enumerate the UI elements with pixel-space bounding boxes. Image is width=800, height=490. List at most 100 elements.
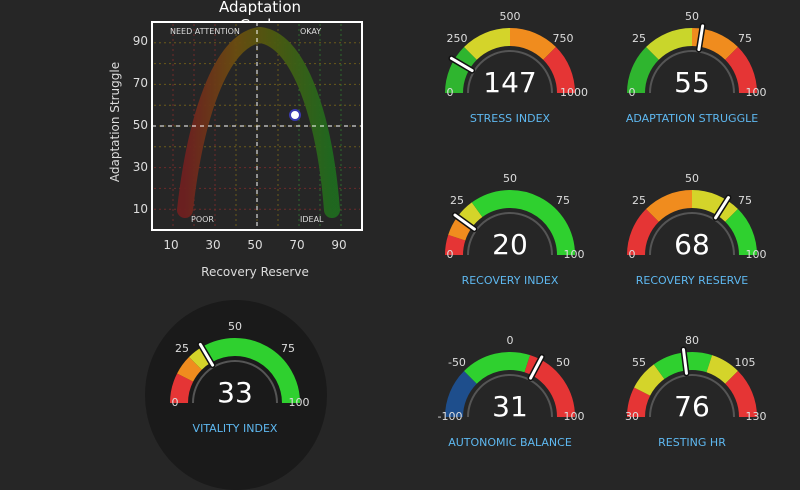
- gauge-band: [471, 190, 575, 256]
- quadrant-ideal: IDEAL: [300, 215, 324, 224]
- gauge-dial: [445, 28, 575, 94]
- y-tick-label: 10: [132, 202, 148, 216]
- gauge-value: 33: [217, 376, 253, 409]
- gauge-tick-label: 100: [563, 248, 585, 261]
- gauge-pointer: [198, 342, 215, 367]
- gauge-tick-label: 250: [446, 31, 468, 45]
- gauge-tick-label: 80: [685, 334, 699, 347]
- gauge-dial: [170, 338, 300, 404]
- x-tick-label: 70: [289, 238, 305, 252]
- gauge-recovery-reserve: 0 25 50 75 100 68 RECOVERY RESERVE: [617, 162, 767, 302]
- gauge-tick-label: 100: [745, 86, 767, 99]
- gauge-tick-label: 25: [174, 341, 189, 355]
- gauge-tick-label: 0: [171, 396, 179, 409]
- gauge-value: 68: [674, 228, 710, 261]
- gauge-tick-label: 75: [556, 193, 571, 207]
- gauge-pointer: [714, 196, 730, 220]
- adaptation-chart: Adaptation Cycle Adaptation Struggle Rec…: [100, 0, 420, 290]
- gauge-inner-rim: [192, 360, 278, 404]
- x-tick-label: 10: [163, 238, 179, 252]
- gauge-tick-label: 25: [631, 31, 646, 45]
- gauge-band: [509, 28, 556, 61]
- gauge-band: [691, 28, 738, 61]
- gauge-inner-rim: [467, 212, 553, 256]
- gauge-title: ADAPTATION STRUGGLE: [625, 112, 759, 125]
- gauge-tick-label: 100: [288, 396, 310, 409]
- quadrant-need-attention: NEED ATTENTION: [170, 27, 240, 36]
- gauge-tick-label: 50: [685, 10, 699, 23]
- gauge-pointer: [453, 213, 476, 231]
- gauge-tick-label: 0: [446, 86, 454, 99]
- gauge-tick-label: 50: [556, 355, 571, 369]
- gauge-value: 76: [674, 390, 710, 423]
- gauge-stress-index: 0 250 500 750 1000 147 STRESS INDEX: [435, 0, 588, 140]
- gauge-tick-label: 0: [628, 86, 636, 99]
- gauge-tick-label: 30: [625, 410, 639, 423]
- current-point: [289, 109, 301, 121]
- gauge-tick-label: 50: [503, 172, 517, 185]
- gauge-value: 55: [674, 66, 710, 99]
- gauge-adaptation-struggle: 0 25 50 75 100 55 ADAPTATION STRUGGLE: [617, 0, 767, 140]
- gauge-band: [724, 47, 757, 94]
- gauge-tick-label: 25: [631, 193, 646, 207]
- x-tick-label: 90: [331, 238, 347, 252]
- gauge-title: RECOVERY INDEX: [461, 274, 559, 287]
- gauge-band: [445, 47, 478, 94]
- gauge-band: [646, 190, 693, 223]
- gauge-tick-label: 100: [563, 410, 585, 423]
- gauge-tick-label: 100: [745, 248, 767, 261]
- gauge-band: [445, 371, 478, 418]
- quadrant-okay: OKAY: [300, 27, 322, 36]
- gauge-dial: [627, 190, 757, 256]
- gauge-band: [201, 338, 300, 404]
- gauge-value: 31: [492, 390, 528, 423]
- gauge-tick-label: 0: [506, 334, 514, 347]
- gauge-band: [177, 357, 202, 382]
- gauge-tick-label: 0: [446, 248, 454, 261]
- gauge-inner-rim: [467, 50, 553, 94]
- y-tick-label: 30: [132, 160, 148, 174]
- gauge-title: STRESS INDEX: [469, 112, 551, 125]
- gauge-tick-label: 25: [449, 193, 464, 207]
- gauge-inner-rim: [649, 374, 735, 418]
- gauge-vitality-index: 0 25 50 75 100 33 VITALITY INDEX: [160, 310, 310, 450]
- gauge-band: [706, 355, 738, 385]
- gauge-inner-rim: [467, 374, 553, 418]
- adaptation-arc: [177, 26, 340, 218]
- gauge-band: [542, 47, 575, 94]
- chart-plot: [151, 21, 363, 231]
- gauge-band: [170, 373, 194, 404]
- gauge-tick-label: 1000: [560, 86, 588, 99]
- gauge-tick-label: -50: [447, 355, 466, 369]
- x-axis-label: Recovery Reserve: [201, 265, 309, 279]
- x-tick-label: 50: [247, 238, 263, 252]
- gauge-tick-label: 750: [552, 31, 574, 45]
- x-tick-label: 30: [205, 238, 221, 252]
- gauge-dial: [445, 352, 575, 418]
- gauge-band: [464, 28, 511, 61]
- gauge-band: [724, 209, 757, 256]
- gauge-tick-label: 0: [628, 248, 636, 261]
- gauge-tick-label: 55: [631, 355, 646, 369]
- gauge-tick-label: 500: [499, 10, 521, 23]
- gauge-tick-label: 50: [228, 320, 242, 333]
- gauge-value: 147: [483, 66, 537, 99]
- gauge-band: [627, 209, 660, 256]
- gauge-tick-label: 130: [745, 410, 767, 423]
- gauge-pointer: [681, 348, 688, 375]
- gauge-pointer: [697, 24, 705, 52]
- gauge-band: [627, 47, 660, 94]
- gauge-band: [691, 190, 738, 223]
- gauge-band: [627, 387, 651, 418]
- gauge-title: RESTING HR: [658, 436, 726, 449]
- gauge-dial: [627, 346, 757, 418]
- y-tick-label: 50: [132, 118, 148, 132]
- gauge-pointer: [529, 355, 544, 380]
- gauge-value: 20: [492, 228, 528, 261]
- quadrant-poor: POOR: [191, 215, 214, 224]
- gauge-band: [634, 364, 665, 397]
- gauge-recovery-index: 0 25 50 75 100 20 RECOVERY INDEX: [435, 162, 585, 302]
- gauge-tick-label: 105: [734, 355, 756, 369]
- gauge-dial: [627, 22, 757, 94]
- gauge-inner-rim: [649, 212, 735, 256]
